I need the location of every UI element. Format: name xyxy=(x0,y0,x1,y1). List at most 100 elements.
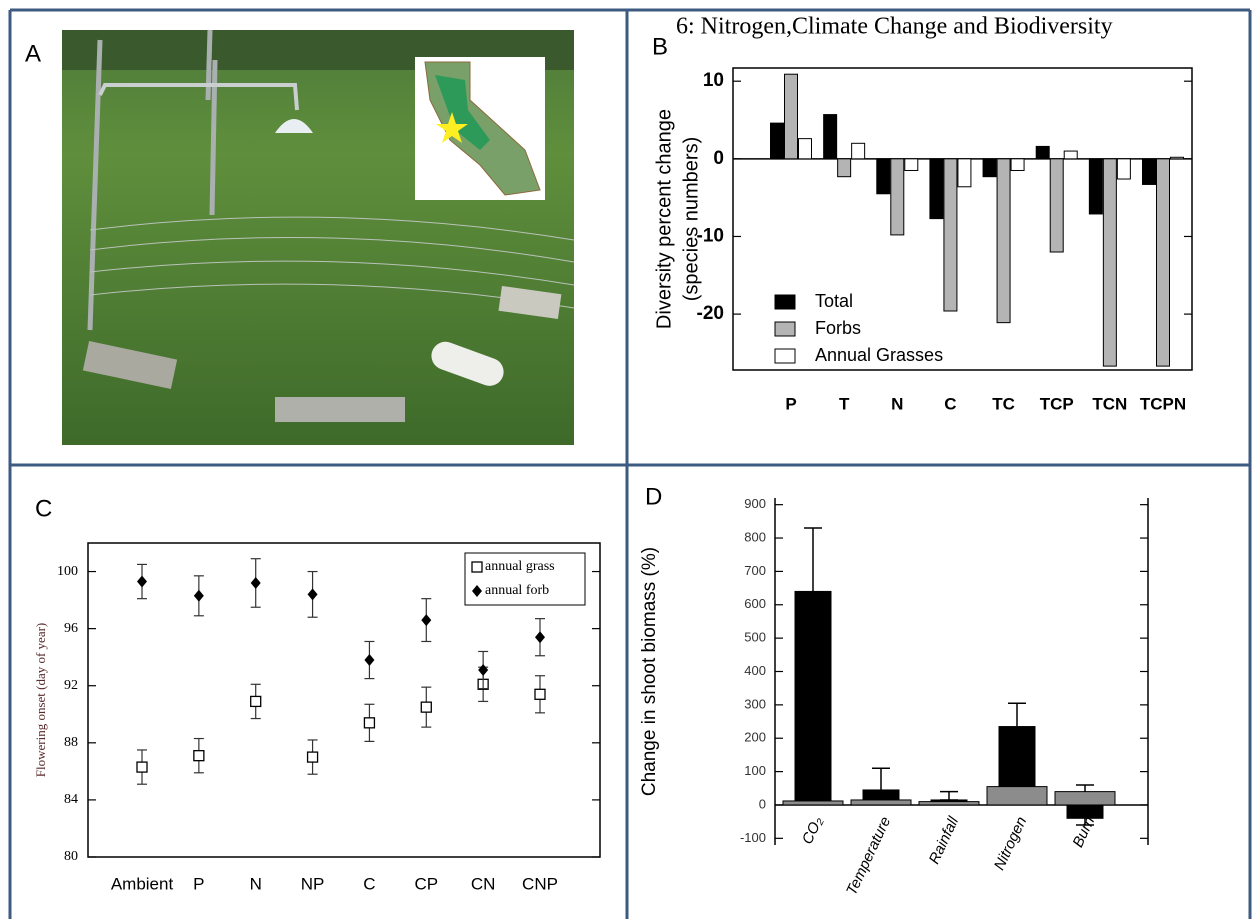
bar xyxy=(1049,158,1064,253)
y-tick-label: -100 xyxy=(740,830,766,845)
marker xyxy=(250,695,262,708)
site-star xyxy=(436,112,468,143)
photo-panel xyxy=(62,29,575,445)
x-tick-label: Rainfall xyxy=(926,814,963,867)
bar xyxy=(1063,150,1078,160)
y-tick-label: 100 xyxy=(744,763,766,778)
lamp xyxy=(275,119,313,133)
marker xyxy=(137,575,147,588)
y-tick-label: 400 xyxy=(744,663,766,678)
header: 6: Nitrogen,Climate Change and Biodivers… xyxy=(676,14,1113,40)
y-tick-label: 800 xyxy=(744,529,766,544)
bar xyxy=(1102,158,1117,367)
y-axis-label: Flowering onset (day of year) xyxy=(33,623,48,778)
bar xyxy=(1010,158,1025,171)
x-tick-label: Temperature xyxy=(843,814,894,898)
x-tick-label: Nitrogen xyxy=(991,814,1030,873)
x-tick-label: N xyxy=(250,874,262,893)
marker xyxy=(478,664,489,677)
legend-box xyxy=(464,552,586,606)
bar xyxy=(943,158,958,312)
marker xyxy=(136,761,148,773)
x-tick-label: N xyxy=(891,394,903,413)
plot-marker xyxy=(498,285,562,320)
x-tick-label: C xyxy=(944,394,956,413)
plot-marker xyxy=(82,340,178,390)
panel-label: A xyxy=(25,40,41,67)
marker xyxy=(306,751,319,763)
bar xyxy=(782,800,844,806)
y-tick-label: 10 xyxy=(703,70,724,91)
valley xyxy=(435,75,490,150)
bar xyxy=(837,158,852,178)
y-tick-label: 300 xyxy=(744,696,766,711)
bar xyxy=(918,801,980,806)
x-tick-label: TCP xyxy=(1040,394,1074,413)
legend-marker xyxy=(472,585,482,597)
legend-swatch xyxy=(774,321,796,337)
y-tick-label: 84 xyxy=(64,792,78,807)
y-tick-label: 96 xyxy=(64,621,78,636)
marker xyxy=(193,750,205,762)
x-tick-label: C xyxy=(363,874,375,893)
bar xyxy=(982,158,997,178)
y-tick-label: 900 xyxy=(744,496,766,511)
bar xyxy=(1054,791,1116,806)
bar xyxy=(1088,158,1103,215)
bar xyxy=(1142,158,1156,185)
bar xyxy=(850,799,912,806)
bar xyxy=(1170,156,1184,160)
y-tick-label: 0 xyxy=(713,148,724,169)
bar xyxy=(823,114,838,160)
bar xyxy=(1035,145,1050,160)
y-tick-label: 700 xyxy=(744,563,766,578)
y-tick-label: -10 xyxy=(697,225,724,246)
bar xyxy=(770,122,784,160)
plot-frame xyxy=(87,542,601,858)
marker xyxy=(420,701,432,713)
bar xyxy=(904,158,919,171)
x-tick-label: CNP xyxy=(522,874,558,893)
bar xyxy=(890,158,905,236)
tube xyxy=(431,341,504,386)
panel-borders xyxy=(8,8,1252,919)
y-axis-label: (species numbers) xyxy=(680,137,702,302)
legend-swatch xyxy=(774,348,796,364)
y-tick-label: 100 xyxy=(57,564,78,579)
x-tick-label: TCPN xyxy=(1140,394,1186,413)
marker xyxy=(193,589,204,602)
legend-label: Total xyxy=(815,291,853,311)
y-tick-label: -20 xyxy=(697,303,724,324)
x-tick-label: Ambient xyxy=(111,874,174,893)
bar xyxy=(784,73,798,160)
marker xyxy=(363,717,376,729)
legend-swatch xyxy=(774,294,796,310)
x-tick-label: NP xyxy=(301,874,325,893)
y-tick-label: 88 xyxy=(64,735,78,750)
x-tick-label: CO₂ xyxy=(799,814,826,847)
plot-frame xyxy=(732,67,1193,371)
panel-label: B xyxy=(652,33,668,60)
marker xyxy=(535,631,545,644)
bar xyxy=(851,142,866,160)
y-tick-label: 500 xyxy=(744,630,766,645)
legend-label: annual grass xyxy=(485,559,555,574)
legend-label: Forbs xyxy=(815,318,861,338)
marker xyxy=(307,588,318,601)
x-tick-label: CP xyxy=(414,874,438,893)
y-tick-label: 0 xyxy=(759,796,766,811)
bar xyxy=(798,138,812,160)
bar xyxy=(876,158,891,195)
x-tick-label: P xyxy=(785,394,796,413)
y-axis-label: Diversity percent change xyxy=(653,109,675,329)
marker xyxy=(421,614,432,627)
bar xyxy=(1116,158,1131,180)
bar xyxy=(929,158,944,220)
x-tick-label: Burn xyxy=(1069,814,1098,850)
bar xyxy=(794,590,832,806)
legend-label: annual forb xyxy=(485,583,549,598)
plot-marker xyxy=(275,397,405,422)
marker xyxy=(250,576,261,589)
x-tick-label: TCN xyxy=(1092,394,1127,413)
